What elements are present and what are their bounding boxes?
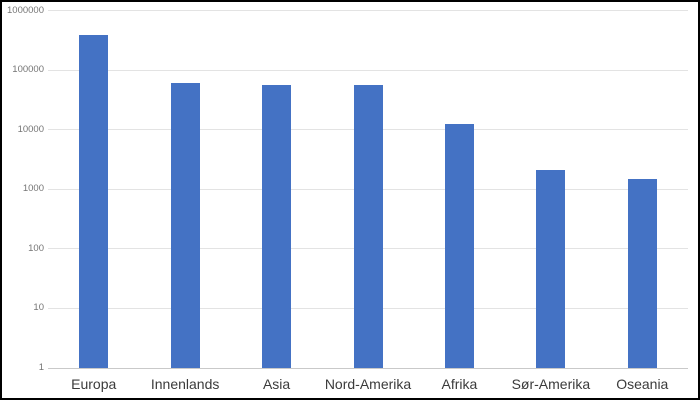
bar-oseania [627, 179, 657, 368]
x-category-label: Afrika [441, 376, 478, 392]
gridline [48, 10, 688, 11]
x-category-label: Europa [71, 376, 117, 392]
bar-innenlands [170, 82, 200, 368]
y-tick-label: 100000 [12, 64, 44, 76]
y-tick-label: 10 [33, 302, 44, 314]
y-tick-label: 1000 [22, 183, 44, 195]
bar-europa [79, 35, 109, 368]
gridline [48, 367, 688, 369]
gridline [48, 69, 688, 71]
bar-nord-amerika [353, 85, 383, 368]
x-category-label: Sør-Amerika [511, 376, 591, 392]
bar-afrika [444, 124, 474, 368]
y-tick-label: 1000000 [7, 4, 44, 16]
x-category-label: Innenlands [150, 376, 220, 392]
y-tick-label: 100 [28, 242, 44, 254]
x-category-label: Oseania [616, 376, 669, 392]
y-tick-label: 1 [38, 362, 44, 373]
x-category-label: Asia [262, 376, 291, 392]
bar-s-r-amerika [536, 169, 566, 368]
x-category-label: Nord-Amerika [324, 376, 412, 392]
bar-asia [262, 85, 292, 368]
y-tick-label: 10000 [17, 123, 44, 135]
